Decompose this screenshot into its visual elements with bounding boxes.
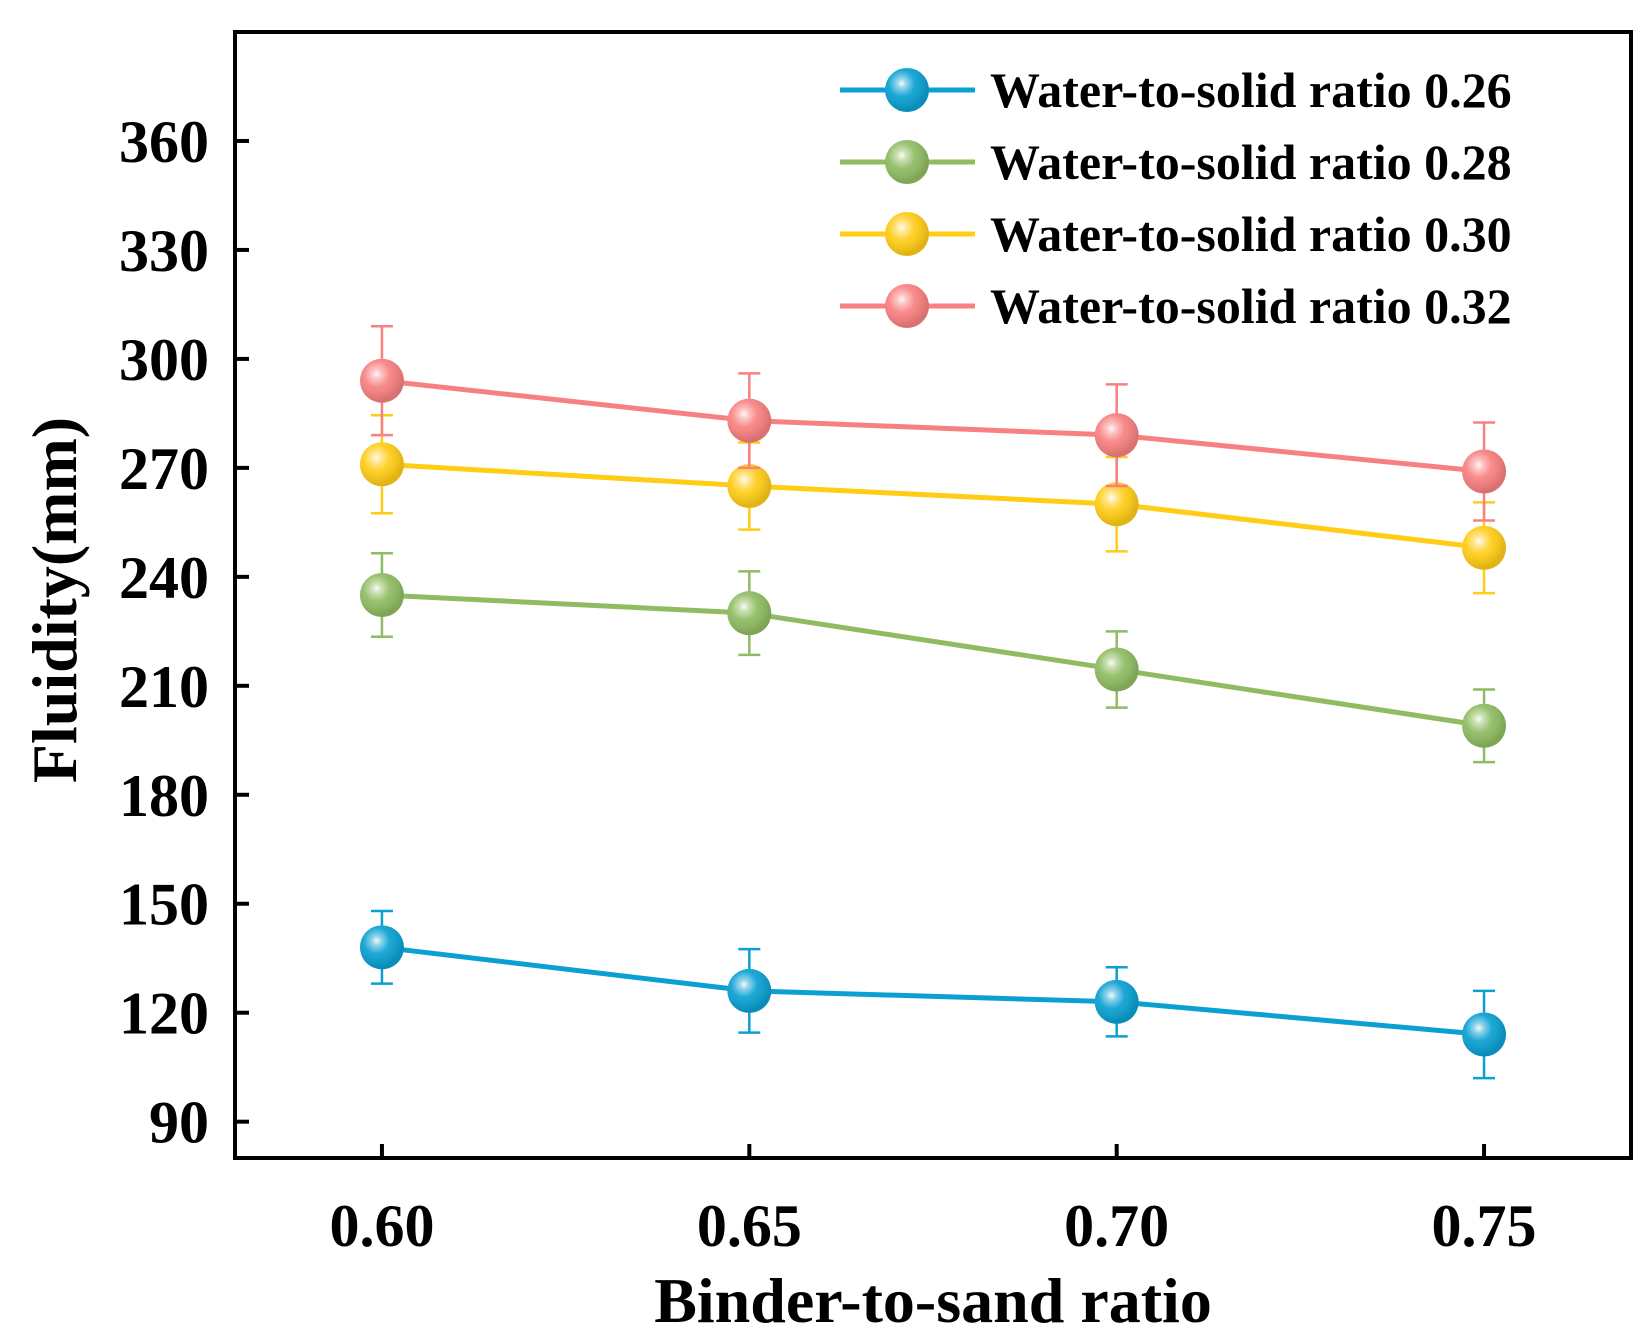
y-tick-label: 360 bbox=[119, 109, 209, 175]
y-tick-label: 180 bbox=[119, 763, 209, 829]
x-tick-label: 0.65 bbox=[697, 1193, 802, 1259]
data-point-shine bbox=[359, 442, 404, 487]
y-axis-label: Fluidity(mm) bbox=[19, 417, 90, 783]
legend-label: Water-to-solid ratio 0.32 bbox=[990, 278, 1512, 334]
y-tick-label: 210 bbox=[119, 654, 209, 720]
series-3 bbox=[359, 324, 1507, 522]
legend: Water-to-solid ratio 0.26 Water-to-solid … bbox=[840, 62, 1512, 334]
y-tick-label: 90 bbox=[149, 1090, 209, 1156]
x-tick-label: 0.70 bbox=[1064, 1193, 1169, 1259]
data-point-shine bbox=[727, 968, 772, 1013]
series-line bbox=[381, 461, 1485, 551]
data-point-shine bbox=[1094, 647, 1139, 692]
legend-label: Water-to-solid ratio 0.26 bbox=[990, 62, 1512, 118]
data-point-shine bbox=[1094, 413, 1139, 458]
data-point-shine bbox=[359, 925, 404, 970]
y-tick-label: 120 bbox=[119, 981, 209, 1047]
legend-marker-shine bbox=[885, 284, 929, 328]
series-layer bbox=[359, 324, 1507, 1080]
data-point-shine bbox=[727, 591, 772, 636]
data-point-shine bbox=[359, 573, 404, 617]
series-line bbox=[381, 944, 1485, 1037]
y-tick-label: 240 bbox=[119, 545, 209, 611]
y-tick-label: 150 bbox=[119, 872, 209, 938]
data-point-shine bbox=[1462, 1012, 1507, 1057]
y-tick-label: 330 bbox=[119, 218, 209, 284]
series-0 bbox=[359, 909, 1507, 1080]
legend-marker-shine bbox=[885, 68, 929, 112]
data-point-shine bbox=[1094, 979, 1139, 1024]
series-1 bbox=[359, 551, 1507, 764]
x-tick-label: 0.75 bbox=[1432, 1193, 1537, 1259]
series-line bbox=[381, 378, 1485, 474]
x-axis: 0.60 0.65 0.70 0.75 bbox=[329, 1144, 1537, 1259]
y-tick-label: 300 bbox=[119, 327, 209, 393]
legend-marker-shine bbox=[885, 212, 929, 256]
data-point-shine bbox=[727, 398, 772, 443]
data-point-shine bbox=[1462, 703, 1507, 748]
legend-label: Water-to-solid ratio 0.28 bbox=[990, 134, 1512, 190]
series-2 bbox=[359, 413, 1507, 595]
data-point-shine bbox=[1462, 449, 1507, 494]
series-line bbox=[381, 592, 1485, 729]
y-tick-label: 270 bbox=[119, 436, 209, 502]
legend-label: Water-to-solid ratio 0.30 bbox=[990, 206, 1512, 262]
data-point-shine bbox=[727, 464, 772, 509]
data-point-shine bbox=[359, 358, 404, 403]
data-point-shine bbox=[1094, 482, 1139, 527]
data-point-shine bbox=[1462, 525, 1507, 570]
y-axis: 90 120 150 180 210 240 270 300 330 360 bbox=[119, 109, 249, 1156]
x-tick-label: 0.60 bbox=[329, 1193, 434, 1259]
x-axis-label: Binder-to-sand ratio bbox=[654, 1265, 1212, 1336]
legend-marker-shine bbox=[885, 140, 929, 184]
plot-frame bbox=[233, 30, 1633, 1160]
